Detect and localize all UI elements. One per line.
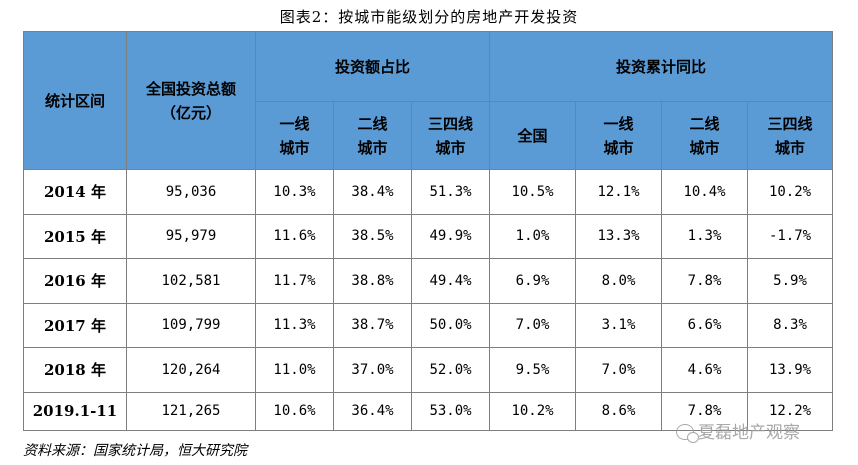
table-row: 2019.1-11 121,265 10.6% 36.4% 53.0% 10.2% 8.6%… xyxy=(23,391,834,431)
table-title: 图表2：按城市能级划分的房地产开发投资 xyxy=(279,8,579,26)
share-cell: 36.4% xyxy=(333,391,412,431)
table-row: 2018 年 120,264 11.0% 37.0% 52.0% 9.5% 7.0% 4.6%… xyxy=(23,347,834,393)
total-cell: 109,799 xyxy=(126,302,256,348)
growth-col-0: 全国 xyxy=(489,101,577,170)
growth-col-1: 一线 城市 xyxy=(575,101,663,170)
header-period: 统计区间 xyxy=(23,31,127,170)
share-cell: 38.8% xyxy=(333,258,412,304)
growth-cell: 8.6% xyxy=(575,391,663,431)
growth-cell: 1.0% xyxy=(489,213,577,259)
share-cell: 49.4% xyxy=(410,258,491,304)
sub-header-row: 一线 城市 二线 城市 三四线 城市 全国 一线 城市 二线 城市 三四线 城市 xyxy=(23,101,834,170)
header-total-line1: 全国投资总额 xyxy=(145,79,236,98)
share-col-label-1: 二线 xyxy=(357,114,388,133)
growth-cell: 9.5% xyxy=(489,347,577,393)
growth-cell: 6.9% xyxy=(489,258,577,304)
growth-cell: 13.3% xyxy=(575,213,663,259)
growth-col-label-2: 城市 xyxy=(603,138,634,157)
growth-cell: 7.0% xyxy=(489,302,577,348)
growth-cell: 1.3% xyxy=(661,213,749,259)
share-cell: 51.3% xyxy=(410,169,491,215)
growth-cell: 12.2% xyxy=(747,391,834,431)
growth-cell: 4.6% xyxy=(661,347,749,393)
watermark-text: 夏磊地产观察 xyxy=(698,423,800,443)
growth-cell: 6.6% xyxy=(661,302,749,348)
total-cell: 102,581 xyxy=(126,258,256,304)
share-cell: 37.0% xyxy=(333,347,412,393)
table-row: 2015 年 95,979 11.6% 38.5% 49.9% 1.0% 13.3% 1.3%… xyxy=(23,213,834,259)
header-total-line2: （亿元） xyxy=(160,103,221,122)
share-col-label-2: 城市 xyxy=(279,138,310,157)
share-col-2: 三四线 城市 xyxy=(410,101,491,170)
share-col-label-2: 城市 xyxy=(357,138,388,157)
table-header: 统计区间 全国投资总额 （亿元） 投资额占比 投资累计同比 一线 城市 二线 城市 三四… xyxy=(23,31,834,170)
share-col-label-1: 三四线 xyxy=(428,114,474,133)
growth-cell: 10.2% xyxy=(489,391,577,431)
growth-cell: 7.0% xyxy=(575,347,663,393)
share-cell: 38.4% xyxy=(333,169,412,215)
table-row: 2016 年 102,581 11.7% 38.8% 49.4% 6.9% 8.0% 7.8%… xyxy=(23,258,834,304)
growth-cell: 3.1% xyxy=(575,302,663,348)
growth-cell: 7.8% xyxy=(661,391,749,431)
growth-cell: 5.9% xyxy=(747,258,834,304)
total-cell: 120,264 xyxy=(126,347,256,393)
share-col-label-1: 一线 xyxy=(279,114,310,133)
total-cell: 121,265 xyxy=(126,391,256,431)
growth-col-3: 三四线 城市 xyxy=(747,101,834,170)
share-cell: 53.0% xyxy=(410,391,491,431)
share-cell: 10.6% xyxy=(255,391,334,431)
period-cell: 2015 年 xyxy=(23,213,127,259)
share-cell: 11.3% xyxy=(255,302,334,348)
share-col-1: 二线 城市 xyxy=(333,101,412,170)
total-cell: 95,036 xyxy=(126,169,256,215)
table-body: 2014 年 95,036 10.3% 38.4% 51.3% 10.5% 12.1% 10.… xyxy=(23,169,834,431)
wechat-icon xyxy=(676,424,699,443)
table-row: 2017 年 109,799 11.3% 38.7% 50.0% 7.0% 3.1% 6.6%… xyxy=(23,302,834,348)
growth-cell: 8.0% xyxy=(575,258,663,304)
growth-cell: 10.5% xyxy=(489,169,577,215)
share-cell: 11.7% xyxy=(255,258,334,304)
growth-cell: 10.2% xyxy=(747,169,834,215)
growth-cell: -1.7% xyxy=(747,213,834,259)
period-cell: 2018 年 xyxy=(23,347,127,393)
share-cell: 49.9% xyxy=(410,213,491,259)
table-row: 2014 年 95,036 10.3% 38.4% 51.3% 10.5% 12.1% 10.… xyxy=(23,169,834,215)
growth-cell: 7.8% xyxy=(661,258,749,304)
share-cell: 10.3% xyxy=(255,169,334,215)
share-cell: 38.7% xyxy=(333,302,412,348)
period-cell: 2017 年 xyxy=(23,302,127,348)
growth-col-2: 二线 城市 xyxy=(661,101,749,170)
share-col-0: 一线 城市 xyxy=(255,101,334,170)
growth-col-label-1: 二线 xyxy=(689,114,720,133)
header-growth-group: 投资累计同比 xyxy=(489,31,834,102)
growth-col-label-2: 城市 xyxy=(775,138,806,157)
growth-col-label-1: 三四线 xyxy=(767,114,813,133)
share-cell: 11.6% xyxy=(255,213,334,259)
share-cell: 11.0% xyxy=(255,347,334,393)
growth-col-label-2: 城市 xyxy=(689,138,720,157)
share-cell: 52.0% xyxy=(410,347,491,393)
growth-cell: 12.1% xyxy=(575,169,663,215)
growth-col-label-1: 全国 xyxy=(517,126,548,145)
share-cell: 50.0% xyxy=(410,302,491,348)
total-cell: 95,979 xyxy=(126,213,256,259)
growth-cell: 13.9% xyxy=(747,347,834,393)
growth-cell: 8.3% xyxy=(747,302,834,348)
growth-cell: 10.4% xyxy=(661,169,749,215)
period-cell: 2014 年 xyxy=(23,169,127,215)
share-col-label-2: 城市 xyxy=(435,138,466,157)
header-total: 全国投资总额 （亿元） xyxy=(126,31,256,170)
header-share-group: 投资额占比 xyxy=(254,31,491,102)
investment-table: 统计区间 全国投资总额 （亿元） 投资额占比 投资累计同比 一线 城市 二线 城市 三四… xyxy=(23,31,834,431)
period-cell: 2019.1-11 xyxy=(23,391,127,431)
watermark: 夏磊地产观察 xyxy=(676,418,800,443)
source-note: 资料来源：国家统计局，恒大研究院 xyxy=(23,443,247,459)
share-cell: 38.5% xyxy=(333,213,412,259)
period-cell: 2016 年 xyxy=(23,258,127,304)
growth-col-label-1: 一线 xyxy=(603,114,634,133)
